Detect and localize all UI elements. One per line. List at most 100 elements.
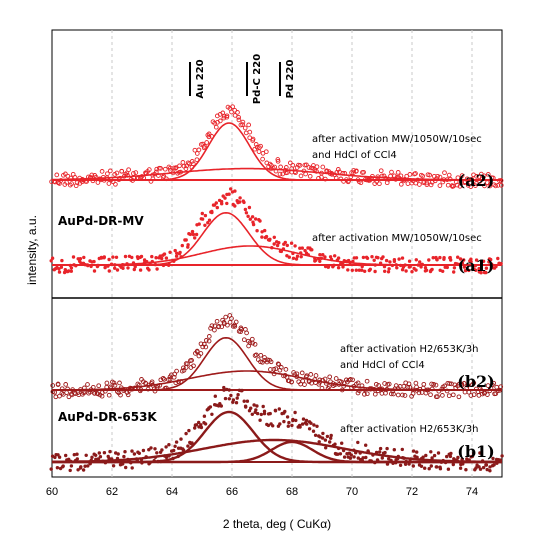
data-point xyxy=(126,167,131,173)
data-point xyxy=(427,467,431,471)
data-point xyxy=(286,424,290,428)
data-point xyxy=(232,324,238,329)
data-point xyxy=(113,263,117,267)
data-point xyxy=(454,182,460,188)
data-point xyxy=(162,166,168,172)
data-point xyxy=(194,157,200,163)
panel-b2: after activation H2/653K/3h and HdCl of C… xyxy=(50,313,504,400)
data-point xyxy=(350,268,354,272)
data-point xyxy=(136,175,141,181)
data-point xyxy=(339,387,345,393)
data-point xyxy=(436,451,441,455)
data-point xyxy=(118,392,123,398)
data-point xyxy=(243,207,248,212)
data-point xyxy=(364,455,368,460)
data-point xyxy=(213,124,219,130)
data-point xyxy=(229,393,233,398)
data-point xyxy=(467,268,471,273)
data-point xyxy=(333,442,337,446)
data-point xyxy=(298,246,302,250)
data-point xyxy=(407,172,413,177)
data-point xyxy=(320,164,326,170)
data-point xyxy=(456,394,462,400)
data-point xyxy=(71,255,76,259)
data-point xyxy=(477,179,483,184)
data-point xyxy=(369,386,374,391)
data-point xyxy=(495,183,501,188)
data-point xyxy=(312,423,316,427)
data-point xyxy=(275,361,281,367)
data-point xyxy=(89,172,95,178)
data-point xyxy=(102,255,107,259)
data-point xyxy=(497,178,502,183)
data-point xyxy=(273,168,279,174)
data-point xyxy=(429,381,434,387)
data-point xyxy=(398,463,403,467)
data-point xyxy=(340,441,344,445)
data-point xyxy=(468,184,474,189)
data-point xyxy=(477,266,481,271)
data-point xyxy=(378,446,383,451)
data-point xyxy=(339,379,344,385)
data-point xyxy=(212,327,217,333)
data-point xyxy=(415,450,419,454)
data-point xyxy=(216,324,221,330)
data-point xyxy=(58,178,64,183)
data-point xyxy=(460,457,464,462)
data-point xyxy=(442,383,448,389)
data-point xyxy=(264,234,269,239)
data-point xyxy=(200,217,205,221)
data-point xyxy=(133,265,137,269)
data-point xyxy=(112,460,117,464)
data-point xyxy=(247,340,253,346)
y-axis-title: intensity, a.u. xyxy=(25,215,39,285)
data-point xyxy=(442,170,447,176)
data-point xyxy=(287,420,291,425)
data-point xyxy=(146,167,152,172)
data-point xyxy=(386,177,391,182)
data-point xyxy=(435,173,440,179)
data-point xyxy=(369,459,373,463)
data-point xyxy=(375,174,381,180)
data-point xyxy=(322,376,328,382)
data-point xyxy=(272,164,278,170)
data-point xyxy=(345,179,351,185)
data-point xyxy=(460,261,465,265)
data-point xyxy=(364,443,368,447)
data-point xyxy=(474,258,479,262)
data-point xyxy=(340,171,346,176)
data-point xyxy=(233,189,237,193)
data-point xyxy=(323,438,328,442)
data-point xyxy=(189,159,195,164)
data-point xyxy=(69,266,74,270)
data-point xyxy=(238,200,242,204)
data-point xyxy=(496,256,500,261)
data-point xyxy=(449,451,453,456)
data-point xyxy=(354,256,359,260)
data-point xyxy=(187,428,191,433)
data-point xyxy=(255,404,259,408)
data-point xyxy=(82,385,87,391)
data-point xyxy=(287,255,291,259)
data-point xyxy=(99,169,105,174)
data-point xyxy=(294,257,299,261)
data-point xyxy=(161,173,167,179)
data-point xyxy=(100,459,105,464)
data-point xyxy=(160,375,166,381)
data-point xyxy=(379,386,385,392)
data-point xyxy=(481,259,486,263)
data-point xyxy=(96,263,100,268)
data-point xyxy=(194,423,199,427)
data-point xyxy=(101,177,107,183)
data-point xyxy=(57,270,62,274)
data-point xyxy=(173,444,177,448)
data-point xyxy=(109,262,114,266)
data-point xyxy=(152,388,158,394)
data-point xyxy=(435,394,440,399)
data-point xyxy=(115,268,120,272)
data-point xyxy=(388,260,392,264)
data-point xyxy=(86,464,90,468)
data-point xyxy=(469,257,473,261)
data-point xyxy=(445,454,449,459)
data-point xyxy=(102,451,107,455)
